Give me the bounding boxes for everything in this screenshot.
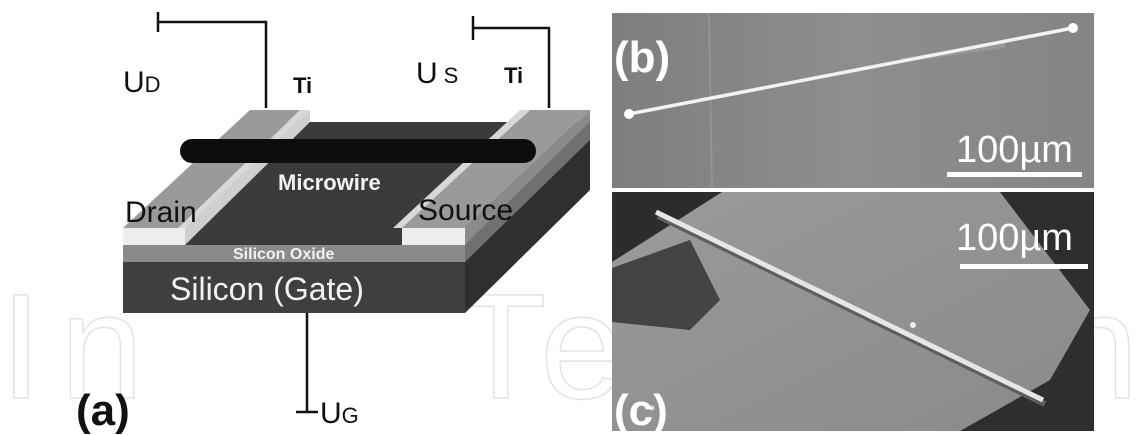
- source-voltage-main: U: [416, 57, 438, 90]
- panel-c-scale-text: 100µm: [956, 217, 1073, 259]
- source-contact-top: [402, 110, 590, 228]
- panel-c-microwire-shadow: [656, 213, 1047, 407]
- drain-voltage-main: U: [123, 66, 145, 99]
- panel-b-scale-text: 100µm: [956, 129, 1073, 171]
- source-contact-front: [402, 228, 465, 245]
- panel-c-particle: [910, 322, 916, 328]
- watermark-letter: I: [0, 262, 42, 430]
- source-contact-side: [465, 110, 590, 245]
- panel-c-dark-region-right: [960, 192, 1094, 431]
- oxide-front-face: [123, 245, 465, 262]
- substrate-front-face: [123, 262, 465, 313]
- panel-b-wire-end-right: [1068, 23, 1078, 33]
- watermark-letter: e: [540, 262, 623, 430]
- panel-b-scale-bar: [947, 172, 1082, 177]
- source-label: Source: [418, 194, 513, 227]
- wiring: [156, 12, 551, 414]
- oxide-side-face: [465, 122, 590, 262]
- panel-c-scale-bar: [960, 264, 1088, 269]
- gate-voltage-label: UG: [320, 397, 359, 430]
- gate-label: Silicon (Gate): [170, 271, 364, 307]
- drain-label: Drain: [125, 196, 197, 229]
- panel-c-label: (c): [614, 386, 668, 435]
- source-voltage-sub: S: [444, 63, 459, 88]
- panel-c-particle: [649, 405, 655, 411]
- panel-c-micrograph: (c) 100µm: [612, 192, 1094, 435]
- gate-voltage-main: U: [320, 397, 342, 430]
- drain-voltage-label: UD: [123, 66, 161, 99]
- left-contact-material: Ti: [293, 73, 312, 98]
- panel-divider: [612, 188, 1094, 192]
- gate-voltage-sub: G: [342, 403, 359, 428]
- panel-b-micrograph: (b) 100µm: [612, 12, 1094, 189]
- microwire: [180, 139, 536, 163]
- panel-c-microwire: [654, 209, 1045, 403]
- drain-lead-wire: [158, 20, 268, 108]
- microwire-label: Microwire: [278, 170, 381, 195]
- panel-b-wire-end-left: [624, 109, 634, 119]
- panel-c-dark-region-left: [612, 192, 722, 262]
- drain-voltage-sub: D: [145, 72, 161, 97]
- panel-b-faint-scratch: [708, 12, 713, 189]
- oxide-label: Silicon Oxide: [233, 246, 334, 263]
- drain-contact-front: [123, 228, 185, 245]
- right-contact-material: Ti: [504, 63, 523, 88]
- panel-b-label: (b): [614, 33, 670, 82]
- panel-a-label: (a): [76, 386, 130, 435]
- panel-c-dark-region-left-lower: [612, 240, 720, 330]
- source-lead-wire: [473, 26, 551, 108]
- panel-b-microwire: [628, 26, 1074, 116]
